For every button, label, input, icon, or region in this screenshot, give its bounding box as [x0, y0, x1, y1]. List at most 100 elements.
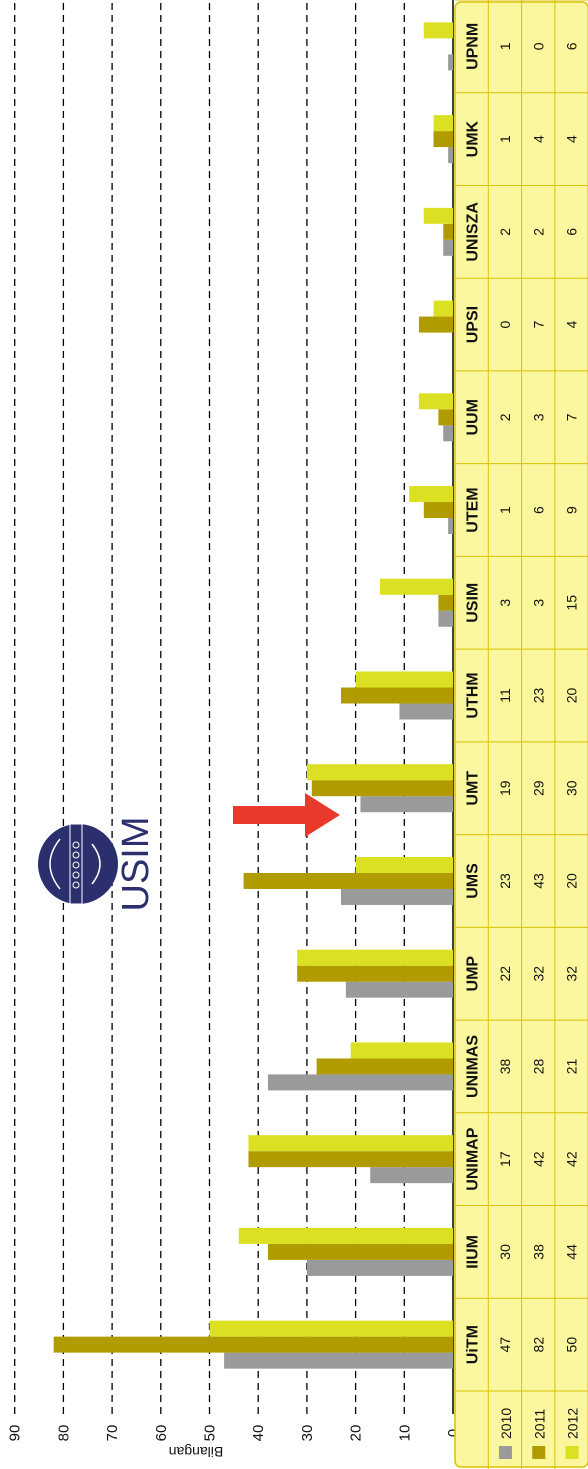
table-cell-value: 6	[564, 42, 580, 50]
bar-2011-IIUM	[267, 1243, 453, 1260]
bar-2011-UNIMAP	[248, 1151, 453, 1168]
bar-2011-UMS	[243, 872, 453, 889]
category-label: UMS	[465, 863, 482, 899]
red-arrow	[233, 793, 340, 837]
grid-lines	[14, 0, 454, 1414]
category-label: UNIMAS	[465, 1035, 482, 1098]
table-cell-value: 1	[497, 42, 513, 50]
category-label: UUM	[465, 399, 482, 435]
table-cell-value: 4	[530, 135, 546, 143]
legend-swatch-2011	[532, 1446, 546, 1459]
table-cell-value: 38	[530, 1244, 546, 1260]
bar-2012-UTHM	[355, 671, 454, 688]
table-cell-value: 1	[497, 135, 513, 143]
table-cell-value: 17	[497, 1151, 513, 1167]
bar-2011-UNIMAS	[316, 1058, 454, 1075]
bar-2012-UMT	[306, 764, 453, 781]
category-label: UiTM	[465, 1325, 482, 1364]
bar-2011-UMK	[433, 131, 453, 148]
table-cell-value: 0	[530, 42, 546, 50]
table-cell-value: 6	[530, 506, 546, 514]
category-label: UMK	[465, 120, 482, 157]
bar-2010-UTEM	[448, 518, 454, 535]
bar-2012-UNISZA	[423, 207, 453, 224]
table-cell-value: 23	[497, 873, 513, 889]
table-cell-value: 2	[530, 228, 546, 236]
usim-logo: USIM	[38, 817, 157, 912]
bar-2010-UNIMAS	[267, 1074, 453, 1091]
table-cell-value: 22	[497, 966, 513, 982]
bar-2012-UNIMAS	[350, 1042, 454, 1059]
table-cell-value: 3	[497, 599, 513, 607]
table-cell-value: 42	[530, 1151, 546, 1167]
bar-2012-UPNM	[423, 22, 453, 39]
y-axis-label: Bilangan	[169, 1444, 224, 1460]
y-tick-label: 10	[396, 1425, 413, 1442]
bar-2011-UUM	[438, 409, 454, 426]
category-label: UMT	[465, 771, 482, 806]
table-cell-value: 7	[564, 413, 580, 421]
table-cell-value: 47	[497, 1337, 513, 1353]
bar-2012-UMS	[355, 856, 454, 873]
table-cell-value: 3	[530, 413, 546, 421]
table-cell-value: 19	[497, 780, 513, 796]
bars	[53, 22, 454, 1369]
bar-2012-UUM	[418, 393, 454, 410]
bar-2012-UiTM	[209, 1320, 453, 1337]
bar-2011-USIM	[438, 594, 454, 611]
table-cell-value: 23	[530, 688, 546, 704]
bar-2010-UPNM	[448, 54, 454, 71]
legend-label-2012: 2012	[565, 1408, 581, 1439]
table-cell-value: 30	[564, 780, 580, 796]
table-cell-value: 43	[530, 873, 546, 889]
legend-swatch-2010	[498, 1446, 512, 1459]
bar-2012-IIUM	[238, 1227, 453, 1244]
bar-2010-UUM	[443, 425, 454, 442]
table-cell-value: 42	[564, 1151, 580, 1167]
table-cell-value: 15	[564, 595, 580, 611]
bar-2012-UMP	[297, 949, 453, 966]
bar-2010-UMK	[448, 147, 454, 164]
y-tick-label: 90	[7, 1425, 24, 1442]
bar-2010-USIM	[438, 610, 454, 627]
usim-logo-band	[69, 823, 83, 905]
bar-2011-UTEM	[423, 502, 453, 519]
bar-2010-UMT	[360, 796, 453, 813]
y-tick-label: 0	[445, 1429, 462, 1437]
table-cell-value: 3	[530, 599, 546, 607]
table-cell-value: 38	[497, 1058, 513, 1074]
table-cell-value: 7	[530, 320, 546, 328]
table-cell-value: 32	[564, 966, 580, 982]
table-cell-value: 6	[564, 228, 580, 236]
category-label: UNISZA	[465, 202, 482, 262]
category-label: UPSI	[465, 306, 482, 343]
category-label: UPNM	[465, 23, 482, 70]
category-label: USIM	[465, 583, 482, 623]
bar-2012-UPSI	[433, 300, 453, 317]
table-cell-value: 2	[497, 413, 513, 421]
table-cell-value: 9	[564, 506, 580, 514]
bar-2010-UNIMAP	[370, 1167, 453, 1184]
bar-2011-UMP	[297, 965, 453, 982]
y-tick-label: 50	[202, 1425, 219, 1442]
category-label: UTEM	[465, 487, 482, 532]
table-cell-value: 1	[497, 506, 513, 514]
table-cell-value: 4	[564, 135, 580, 143]
category-label: IIUM	[465, 1235, 482, 1269]
bar-2010-UTHM	[399, 703, 453, 720]
category-label: UNIMAP	[465, 1127, 482, 1190]
y-tick-label: 20	[348, 1425, 365, 1442]
table-cell-value: 20	[564, 873, 580, 889]
legend-label-2011: 2011	[531, 1409, 547, 1439]
table-cell-value: 29	[530, 780, 546, 796]
bar-2012-USIM	[379, 578, 454, 595]
y-tick-label: 40	[250, 1425, 267, 1442]
table-cell-value: 44	[564, 1244, 580, 1260]
bar-2012-UNIMAP	[248, 1135, 453, 1152]
bar-2011-UiTM	[53, 1336, 453, 1353]
bar-2010-UMS	[340, 888, 453, 905]
legend-swatch-2012	[565, 1446, 579, 1459]
